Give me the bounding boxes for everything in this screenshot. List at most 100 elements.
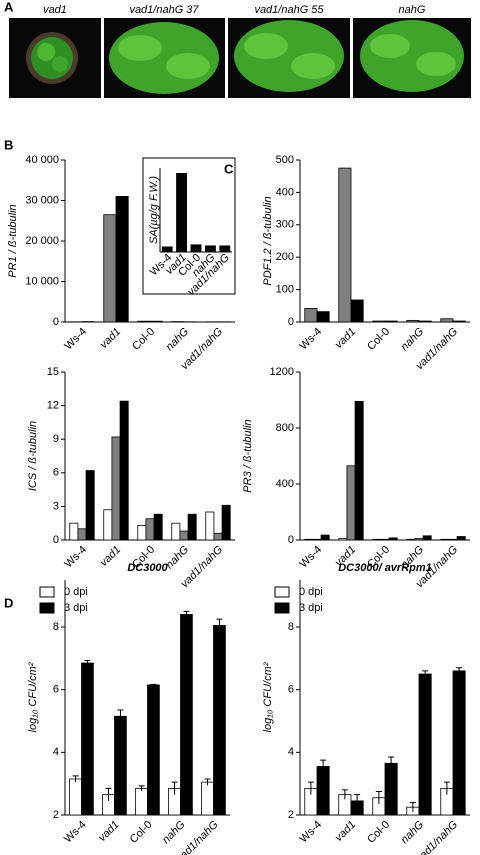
- bar: [388, 537, 398, 541]
- error-bar: [354, 794, 361, 808]
- y-tick-label: 1200: [270, 366, 294, 378]
- x-tick-label: vad1: [333, 819, 358, 844]
- photo-label: nahG: [399, 4, 426, 16]
- bar: [205, 511, 215, 541]
- leaf: [291, 53, 335, 79]
- y-tick-label: 30 000: [25, 194, 59, 206]
- bar: [338, 167, 352, 323]
- x-tick-label: Col-0: [130, 326, 157, 353]
- bar: [135, 787, 148, 816]
- y-tick-label: 4: [288, 746, 294, 758]
- error-bar: [183, 610, 190, 618]
- legend-label: 0 dpi: [299, 586, 323, 598]
- bar: [149, 320, 163, 323]
- x-tick-label: Col-0: [365, 819, 392, 846]
- bar: [440, 318, 454, 323]
- x-tick-label: vad1: [98, 544, 123, 569]
- bar: [115, 196, 129, 323]
- panel-letter: D: [4, 595, 13, 610]
- error-bar: [105, 787, 112, 801]
- error-bar: [443, 781, 450, 795]
- error-bar: [307, 781, 314, 795]
- y-tick-label: 40 000: [25, 154, 59, 166]
- legend-label: 3 dpi: [299, 602, 323, 614]
- x-tick-label: Ws-4: [298, 819, 325, 846]
- bar: [171, 522, 181, 541]
- bar: [440, 538, 450, 541]
- leaf: [370, 34, 410, 58]
- error-bar: [138, 785, 145, 791]
- bar: [384, 762, 398, 816]
- y-axis-label: SA(µg/g F.W.): [148, 176, 160, 244]
- panel-letter: C: [224, 161, 234, 176]
- y-axis-label: log₁₀ CFU/cm²: [27, 662, 39, 732]
- bar: [346, 465, 356, 541]
- error-bar: [422, 670, 429, 678]
- bar: [448, 538, 458, 541]
- x-tick-label: nahG: [160, 818, 188, 846]
- y-tick-label: 2: [288, 809, 294, 821]
- chart-title: DC3000/ avrRpm1: [338, 562, 432, 574]
- error-bar: [375, 791, 382, 805]
- y-axis-label: log₁₀ CFU/cm²: [262, 662, 274, 732]
- bar: [414, 538, 424, 541]
- y-tick-label: 0: [53, 534, 59, 546]
- bar: [69, 778, 82, 816]
- y-tick-label: 6: [53, 684, 59, 696]
- bar: [147, 684, 160, 816]
- y-axis-label: ICS / ß-tubulin: [27, 421, 39, 491]
- bar: [338, 538, 348, 541]
- bar: [219, 245, 231, 253]
- bar: [111, 436, 121, 541]
- x-tick-label: Ws-4: [62, 819, 89, 846]
- bar: [418, 673, 432, 816]
- y-axis-label: PR1 / ß-tubulin: [7, 204, 19, 277]
- leaf: [244, 33, 288, 59]
- x-tick-label: Ws-4: [63, 326, 90, 353]
- bar: [372, 538, 382, 541]
- legend-swatch: [39, 602, 55, 614]
- bar: [103, 214, 117, 323]
- bar: [204, 245, 216, 253]
- legend-label: 3 dpi: [64, 602, 88, 614]
- bar: [81, 662, 94, 816]
- x-tick-label: vad1: [98, 326, 123, 351]
- y-tick-label: 300: [276, 219, 294, 231]
- y-tick-label: 12: [47, 400, 59, 412]
- y-tick-label: 3: [53, 500, 59, 512]
- bar: [384, 320, 398, 323]
- bar: [190, 244, 202, 253]
- leaf: [52, 56, 68, 72]
- chart-title: DC3000: [127, 562, 168, 574]
- x-tick-label: nahG: [399, 325, 427, 353]
- bar: [380, 538, 390, 541]
- legend-swatch: [274, 586, 290, 598]
- y-tick-label: 6: [288, 684, 294, 696]
- bar: [456, 536, 466, 541]
- y-axis-label: PDF1.2 / ß-tubulin: [262, 196, 274, 285]
- error-bar: [204, 778, 211, 786]
- bar: [350, 299, 364, 323]
- bar: [213, 532, 223, 541]
- x-tick-label: Ws-4: [298, 326, 325, 353]
- x-tick-label: nahG: [164, 325, 192, 353]
- y-tick-label: 4: [53, 746, 59, 758]
- bar: [304, 538, 314, 541]
- error-bar: [84, 660, 91, 666]
- y-tick-label: 10 000: [25, 275, 59, 287]
- plant: [234, 20, 344, 92]
- photo-label: vad1/nahG 55: [254, 4, 324, 16]
- bar: [85, 470, 95, 541]
- bar: [418, 320, 432, 323]
- inset-frame: [142, 157, 236, 295]
- x-tick-label: vad1: [333, 326, 358, 351]
- y-tick-label: 8: [288, 621, 294, 633]
- bar: [176, 173, 188, 253]
- x-tick-label: Col-0: [365, 326, 392, 353]
- error-bar: [456, 667, 463, 674]
- x-tick-label: vad1: [96, 819, 121, 844]
- y-tick-label: 0: [288, 316, 294, 328]
- bar: [114, 715, 127, 816]
- error-bar: [320, 759, 327, 773]
